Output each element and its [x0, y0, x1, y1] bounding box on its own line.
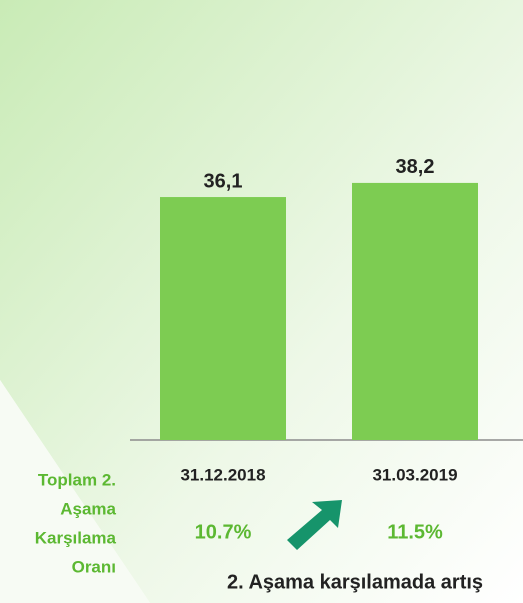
side-label: Toplam 2.	[38, 470, 116, 489]
rate-label: 10.7%	[195, 521, 252, 543]
value-label: 36,1	[204, 170, 243, 192]
side-label: Oranı	[72, 557, 116, 576]
background-corner	[0, 380, 150, 603]
rate-label: 11.5%	[387, 521, 443, 543]
x-tick-label: 31.03.2019	[372, 465, 457, 484]
side-label: Karşılama	[35, 528, 117, 547]
footer: 2. Aşama karşılamada artış	[227, 571, 483, 593]
increase-arrow	[287, 500, 342, 550]
bar	[160, 197, 286, 440]
side-label: Aşama	[60, 499, 116, 518]
value-label: 38,2	[396, 156, 435, 178]
bar	[352, 182, 478, 440]
x-tick-label: 31.12.2018	[180, 465, 265, 484]
